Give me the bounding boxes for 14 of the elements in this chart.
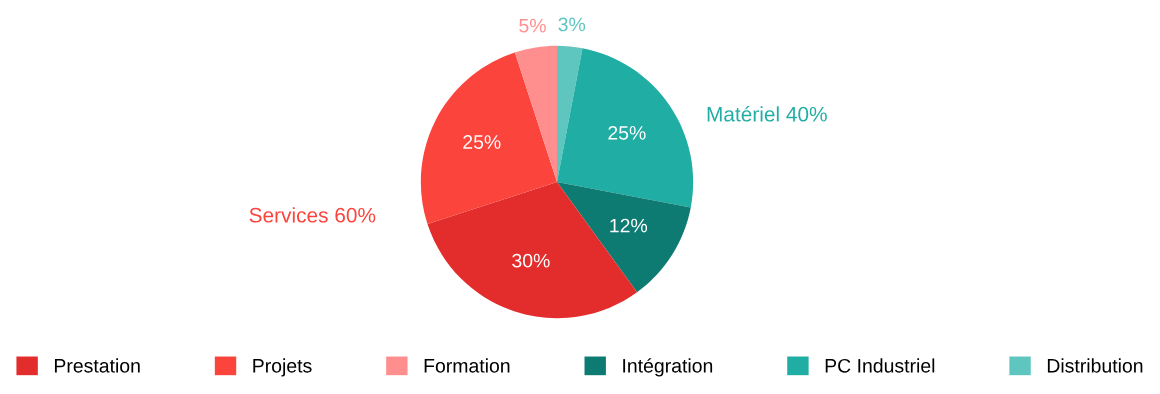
data-label: 25%	[463, 135, 501, 149]
legend-label: Prestation	[54, 358, 140, 373]
data-label: 12%	[610, 218, 648, 233]
data-label: 25%	[608, 125, 646, 140]
text: Matériel 40%	[707, 106, 827, 122]
text: Services 60%	[249, 207, 376, 223]
legend-label: Projets	[253, 358, 312, 377]
legend-label: Intégration	[623, 358, 713, 377]
data-label: 30%	[512, 253, 550, 268]
legend-label: PC Industriel	[825, 358, 935, 373]
legend-label: Formation	[424, 358, 510, 373]
data-label: 5%	[519, 18, 546, 33]
data-label: 3%	[558, 17, 586, 32]
legend-label: Distribution	[1047, 358, 1143, 373]
